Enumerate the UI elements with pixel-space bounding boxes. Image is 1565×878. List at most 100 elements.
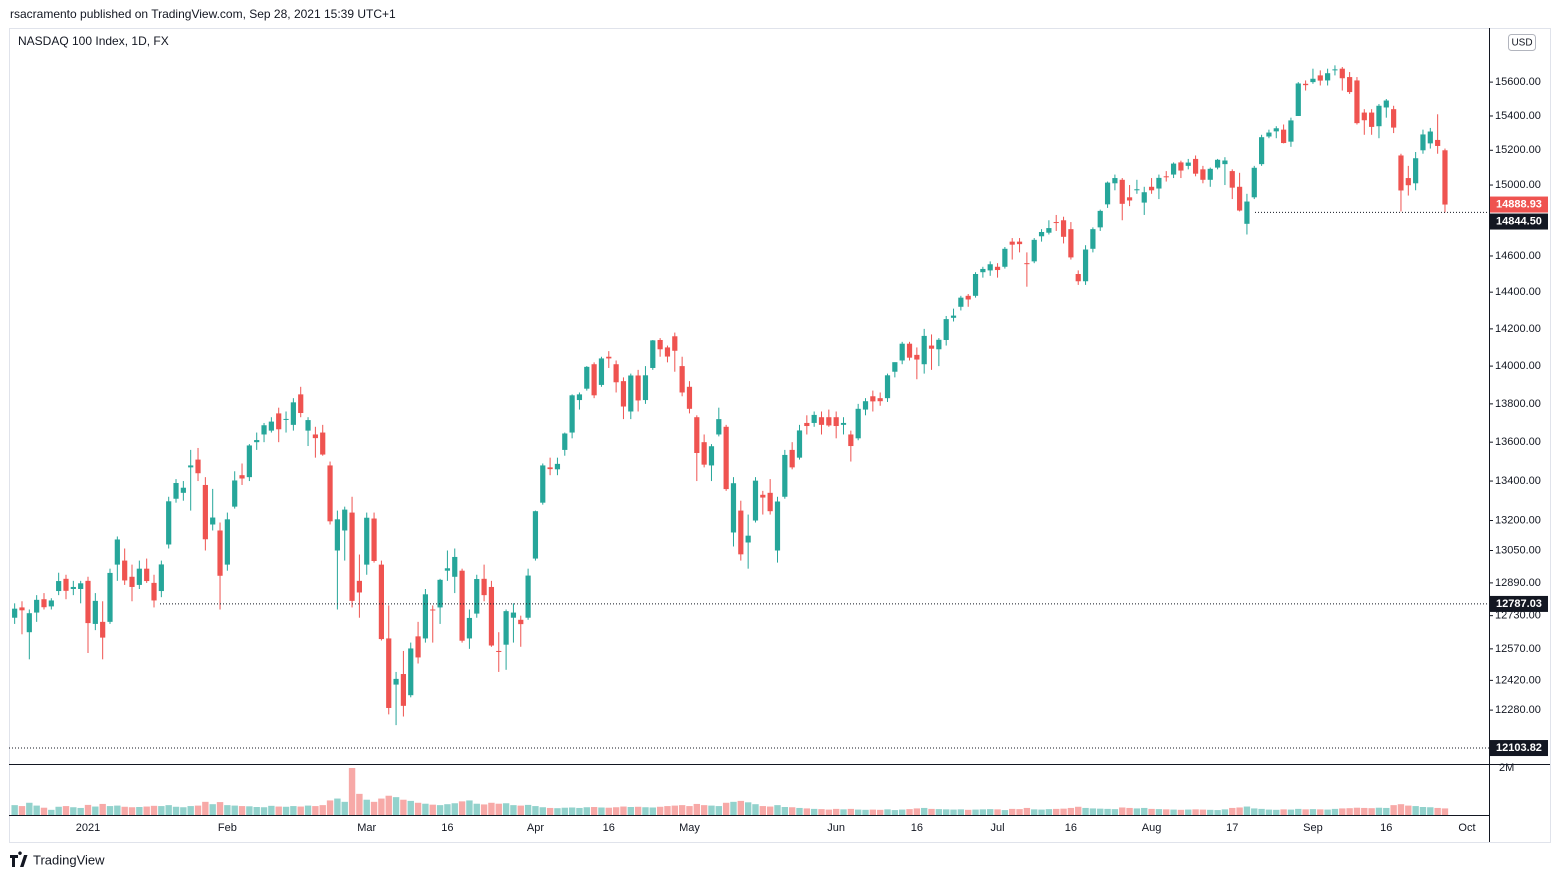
candle-body bbox=[452, 556, 458, 577]
candle-body bbox=[210, 517, 216, 525]
candle-body bbox=[298, 394, 304, 414]
volume-bar bbox=[334, 798, 341, 815]
volume-bar bbox=[1177, 809, 1185, 815]
volume-bar bbox=[583, 807, 590, 815]
volume-bar bbox=[246, 806, 253, 815]
candle-body bbox=[1068, 229, 1074, 258]
candle-body bbox=[12, 608, 18, 618]
volume-bar bbox=[392, 797, 400, 815]
volume-bar bbox=[1265, 809, 1273, 815]
candle-body bbox=[1002, 248, 1008, 267]
volume-bar bbox=[1199, 809, 1207, 815]
candle-body bbox=[415, 636, 421, 658]
volume-bar bbox=[1060, 808, 1067, 815]
y-tick-label: 14200.00 bbox=[1495, 323, 1541, 335]
volume-bar bbox=[1185, 809, 1192, 815]
volume-bar bbox=[253, 807, 260, 815]
candle-body bbox=[1178, 162, 1184, 171]
candle-body bbox=[1126, 197, 1133, 201]
volume-bar bbox=[920, 807, 928, 815]
candle-body bbox=[1009, 241, 1015, 245]
x-tick-label: 16 bbox=[911, 822, 923, 834]
candle-body bbox=[408, 648, 414, 696]
candle-body bbox=[914, 354, 920, 360]
volume-bar bbox=[884, 809, 891, 815]
candle-body bbox=[936, 339, 942, 350]
volume-bar bbox=[620, 806, 627, 815]
candle-body bbox=[356, 580, 362, 593]
volume-bar bbox=[906, 809, 913, 815]
volume-bar bbox=[1368, 808, 1375, 815]
volume-bar bbox=[458, 801, 466, 815]
candle-body bbox=[774, 501, 781, 551]
y-tick-label: 14000.00 bbox=[1495, 360, 1541, 372]
currency-button[interactable] bbox=[1508, 34, 1536, 51]
volume-bar bbox=[862, 809, 869, 815]
currency-label[interactable]: USD bbox=[1511, 38, 1532, 49]
volume-bar bbox=[1427, 807, 1434, 815]
volume-bar bbox=[172, 806, 180, 815]
volume-bar bbox=[671, 805, 678, 815]
y-tick-label: 13200.00 bbox=[1495, 514, 1541, 526]
volume-bar bbox=[1053, 808, 1060, 815]
y-tick-label: 14600.00 bbox=[1495, 250, 1541, 262]
candle-body bbox=[276, 413, 282, 430]
candle-body bbox=[34, 599, 40, 613]
candle-body bbox=[1104, 182, 1111, 205]
volume-bar bbox=[282, 806, 290, 815]
volume-bar bbox=[891, 810, 899, 815]
candle-body bbox=[444, 568, 451, 571]
volume-bar bbox=[869, 809, 877, 815]
candle-body bbox=[246, 445, 252, 478]
volume-bar bbox=[664, 806, 671, 815]
candle-body bbox=[569, 395, 575, 433]
volume-bar bbox=[627, 807, 634, 815]
volume-bar bbox=[363, 799, 370, 815]
candle-body bbox=[1420, 134, 1426, 151]
volume-bar bbox=[759, 806, 767, 815]
volume-bar bbox=[979, 809, 987, 815]
volume-bar bbox=[143, 806, 150, 815]
candle-body bbox=[1148, 186, 1155, 191]
volume-bar bbox=[1339, 808, 1346, 815]
candle-body bbox=[327, 465, 333, 522]
volume-bar bbox=[649, 807, 656, 815]
volume-bar bbox=[40, 807, 48, 815]
volume-bar bbox=[136, 807, 143, 815]
volume-bar bbox=[987, 809, 994, 815]
volume-bar bbox=[33, 805, 40, 815]
x-tick-label: Feb bbox=[218, 822, 237, 834]
volume-bar bbox=[1383, 807, 1390, 815]
candle-body bbox=[525, 575, 531, 618]
x-tick-label: 16 bbox=[1380, 822, 1392, 834]
candle-body bbox=[503, 611, 509, 645]
candle-body bbox=[393, 678, 399, 685]
candle-body bbox=[224, 519, 230, 565]
volume-bar bbox=[209, 804, 216, 815]
volume-bar bbox=[106, 806, 114, 815]
candle-body bbox=[144, 568, 150, 582]
x-tick-label: Jun bbox=[827, 822, 845, 834]
candle-body bbox=[1053, 222, 1059, 224]
candle-body bbox=[965, 295, 971, 300]
candle-body bbox=[921, 335, 927, 365]
y-tick-label: 12730.00 bbox=[1495, 610, 1541, 622]
volume-bar bbox=[913, 808, 921, 815]
candle-body bbox=[1082, 249, 1089, 282]
price-label: 12103.82 bbox=[1496, 742, 1542, 754]
volume-bar bbox=[1001, 810, 1009, 815]
candle-body bbox=[85, 580, 91, 624]
volume-bar bbox=[935, 809, 943, 815]
candle-body bbox=[547, 467, 553, 470]
volume-bar bbox=[686, 806, 693, 815]
candle-body bbox=[1185, 162, 1191, 166]
volume-bar bbox=[1104, 808, 1111, 815]
volume-bar bbox=[414, 802, 422, 815]
candle-body bbox=[1347, 77, 1353, 93]
candle-body bbox=[166, 501, 172, 545]
volume-bar bbox=[480, 804, 488, 815]
volume-bar bbox=[1229, 807, 1236, 815]
candle-body bbox=[488, 586, 495, 646]
volume-bar bbox=[11, 805, 18, 815]
candle-body bbox=[796, 430, 803, 458]
